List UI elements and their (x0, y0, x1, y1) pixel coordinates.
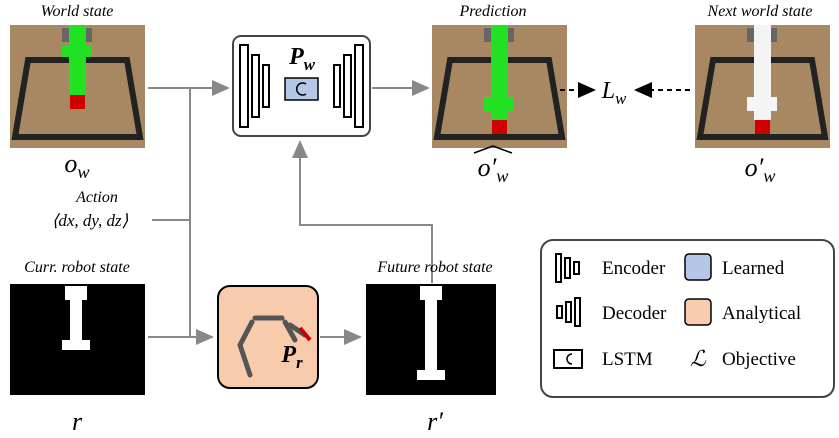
future-robot-image (366, 284, 496, 395)
o-w-next-symbol: o′w (745, 153, 776, 186)
symbol-subscript: w (496, 166, 508, 186)
legend-learned: Learned (722, 258, 785, 279)
world-model-symbol: Pw (288, 44, 316, 74)
legend-lstm: LSTM (602, 349, 653, 370)
legend-decoder: Decoder (602, 303, 667, 324)
symbol-base: P (280, 342, 296, 368)
action-label: Action (75, 189, 118, 206)
legend-analytical: Analytical (722, 303, 801, 324)
legend-objective-symbol: ℒ (690, 346, 707, 371)
world-state-label: World state (41, 3, 114, 20)
symbol-subscript: w (304, 55, 316, 74)
o-w-symbol: ow (64, 149, 89, 182)
symbol-base: o′ (745, 153, 764, 182)
legend-objective: Objective (722, 349, 796, 370)
symbol-subscript: w (615, 89, 627, 108)
robot-model-box: Pr (217, 285, 319, 389)
loss-symbol: Lw (601, 78, 627, 108)
symbol-subscript: r (296, 353, 303, 372)
legend-encoder: Encoder (602, 258, 666, 279)
symbol-base: o (64, 149, 77, 178)
symbol-subscript: w (763, 166, 775, 186)
symbol-base: L (601, 78, 615, 104)
r-symbol: r (72, 407, 83, 436)
prediction-label: Prediction (459, 3, 527, 20)
hat (473, 145, 513, 154)
curr-robot-image (10, 284, 145, 395)
curr-robot-label: Curr. robot state (24, 259, 130, 276)
next-world-state-label: Next world state (707, 3, 813, 20)
o-w-hat-symbol: o′w (478, 153, 509, 186)
connectors (148, 80, 433, 345)
symbol-subscript: w (77, 162, 89, 182)
future-robot-label: Future robot state (376, 259, 492, 276)
legend: Encoder Learned Decoder Analytical LSTM … (540, 239, 835, 398)
prediction-image (432, 25, 567, 148)
world-model-box: Pw (232, 35, 371, 137)
symbol-base: P (288, 44, 304, 70)
action-vector: ⟨dx, dy, dz⟩ (52, 211, 129, 230)
next-world-state-image (695, 25, 830, 148)
robot-model-symbol: Pr (280, 342, 303, 372)
r-next-symbol: r′ (427, 407, 443, 436)
world-state-image (10, 25, 145, 148)
symbol-base: o′ (478, 153, 497, 182)
